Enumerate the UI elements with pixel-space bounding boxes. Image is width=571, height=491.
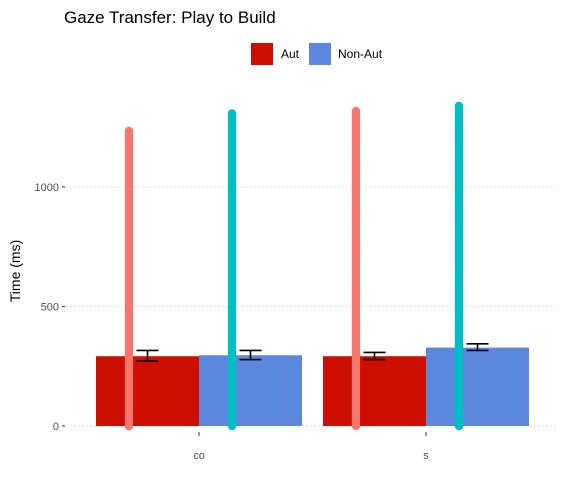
points-non-aut-co [227,109,237,431]
y-tick-label: 1000 [35,182,59,194]
legend: Aut Non-Aut [251,43,383,65]
error-bar-aut-co [136,349,159,362]
x-axis: co s [193,432,429,462]
data-point [351,106,361,116]
bar-non-aut-co [199,355,302,426]
legend-key [251,43,273,65]
data-point [124,126,134,136]
error-bars [136,342,489,362]
data-points [124,101,464,431]
legend-label: Aut [281,47,300,61]
points-non-aut-s [454,101,464,431]
points-aut-s [351,106,361,431]
bars [96,347,529,426]
error-bar-aut-s [363,351,386,361]
data-point [454,101,464,111]
x-tick-label: s [423,450,429,462]
legend-key [309,43,331,65]
y-tick-label: 500 [41,302,59,314]
legend-item-aut: Aut [251,43,300,65]
y-axis: 0 500 1000 [35,182,65,433]
legend-label: Non-Aut [338,47,383,61]
y-tick-label: 0 [53,421,59,433]
bar-aut-co [96,356,199,426]
chart-title: Gaze Transfer: Play to Build [64,8,276,27]
legend-item-non-aut: Non-Aut [309,43,383,65]
error-bar-non-aut-co [239,349,262,361]
bar-non-aut-s [426,347,529,426]
x-tick-label: co [193,450,205,462]
y-axis-title: Time (ms) [7,240,23,302]
points-aut-co [124,126,134,431]
bar-aut-s [323,356,426,426]
data-point [227,109,237,118]
error-bar-non-aut-s [466,342,489,352]
